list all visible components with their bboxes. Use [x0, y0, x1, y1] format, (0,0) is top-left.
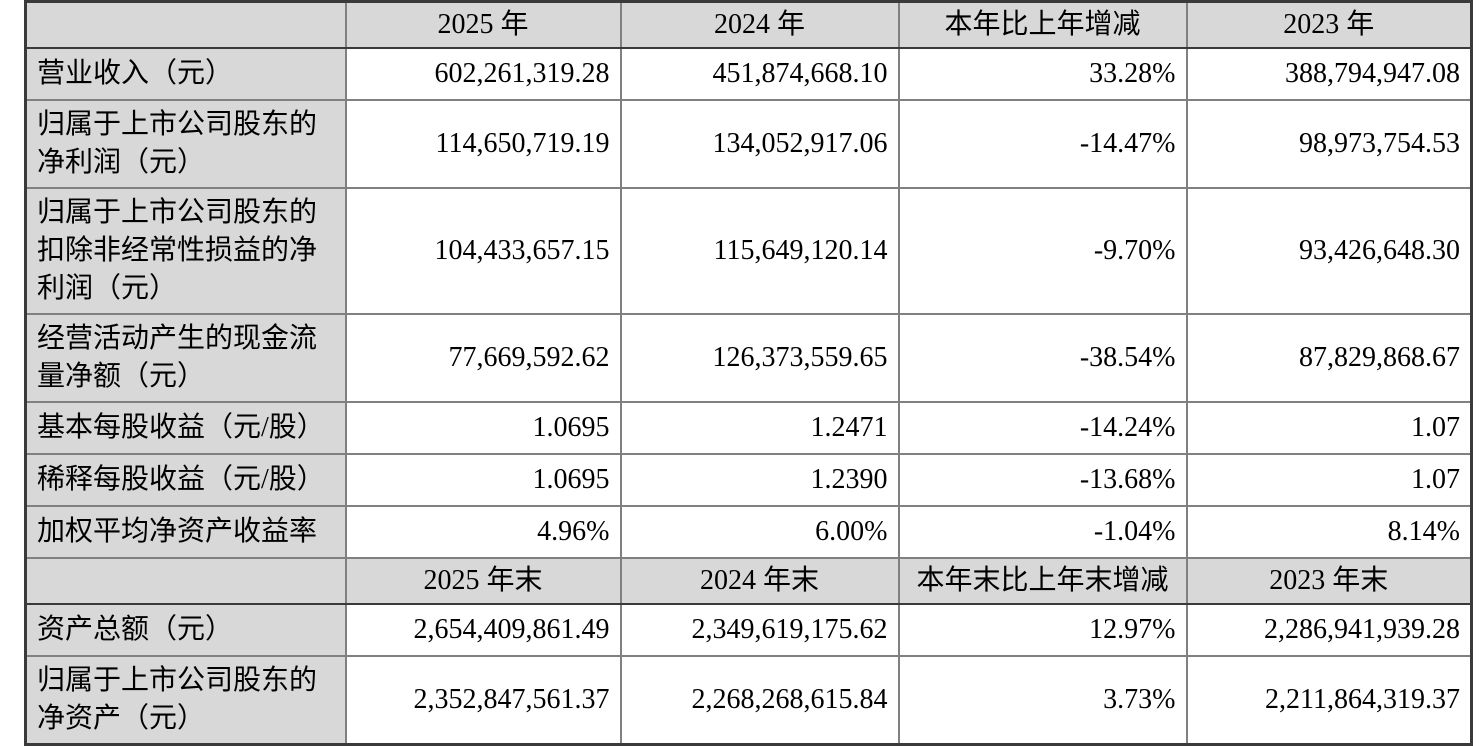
cell-value: 115,649,120.14	[619, 187, 900, 315]
cell-value: 602,261,319.28	[344, 47, 622, 101]
cell-value: 104,433,657.15	[344, 187, 622, 315]
period-header-row: 2025 年 2024 年本年比上年增减 2023 年	[24, 0, 1473, 49]
table-row: 资产总额（元） 2,654,409,861.49 2,349,619,175.62 1…	[24, 603, 1473, 657]
row-label: 营业收入（元）	[24, 47, 347, 101]
cell-value: 1.2471	[619, 401, 900, 455]
row-label: 资产总额（元）	[24, 603, 347, 657]
period-column-header: 2023 年末	[1185, 557, 1473, 605]
table-row: 归属于上市公司股东的扣除非经常性损益的净利润（元） 104,433,657.15 1…	[24, 187, 1473, 315]
cell-value: 134,052,917.06	[619, 99, 900, 189]
table-row: 归属于上市公司股东的净利润（元） 114,650,719.19 134,052,91…	[24, 99, 1473, 189]
cell-value: -13.68%	[897, 453, 1188, 507]
cell-value: 2,654,409,861.49	[344, 603, 622, 657]
cell-value: 2,349,619,175.62	[619, 603, 900, 657]
period-column-header: 2024 年	[619, 0, 900, 49]
cell-value: 93,426,648.30	[1185, 187, 1473, 315]
cell-value: 12.97%	[897, 603, 1188, 657]
cell-value: 1.0695	[344, 453, 622, 507]
cell-value: 114,650,719.19	[344, 99, 622, 189]
row-label: 归属于上市公司股东的净资产（元）	[24, 655, 347, 746]
period-column-header: 本年末比上年末增减	[897, 557, 1188, 605]
row-label: 稀释每股收益（元/股）	[24, 453, 347, 507]
cell-value: 1.07	[1185, 401, 1473, 455]
period-header-empty-cell	[24, 0, 347, 49]
cell-value: 2,268,268,615.84	[619, 655, 900, 746]
cell-value: 98,973,754.53	[1185, 99, 1473, 189]
cell-value: 77,669,592.62	[344, 313, 622, 403]
cell-value: 2,352,847,561.37	[344, 655, 622, 746]
row-label: 加权平均净资产收益率	[24, 505, 347, 559]
cell-value: 3.73%	[897, 655, 1188, 746]
cell-value: 33.28%	[897, 47, 1188, 101]
cell-value: 1.2390	[619, 453, 900, 507]
period-column-header: 2025 年	[344, 0, 622, 49]
cell-value: 6.00%	[619, 505, 900, 559]
financial-summary: 2025 年 2024 年本年比上年增减 2023 年营业收入（元） 602,261,…	[24, 0, 1473, 746]
cell-value: 4.96%	[344, 505, 622, 559]
cell-value: 451,874,668.10	[619, 47, 900, 101]
cell-value: -14.47%	[897, 99, 1188, 189]
row-label: 经营活动产生的现金流量净额（元）	[24, 313, 347, 403]
period-column-header: 2024 年末	[619, 557, 900, 605]
row-label: 归属于上市公司股东的净利润（元）	[24, 99, 347, 189]
period-column-header: 本年比上年增减	[897, 0, 1188, 49]
row-label: 基本每股收益（元/股）	[24, 401, 347, 455]
cell-value: 2,286,941,939.28	[1185, 603, 1473, 657]
cell-value: -1.04%	[897, 505, 1188, 559]
row-label: 归属于上市公司股东的扣除非经常性损益的净利润（元）	[24, 187, 347, 315]
table-row: 稀释每股收益（元/股） 1.0695 1.2390 -13.68% 1.07	[24, 453, 1473, 507]
cell-value: 2,211,864,319.37	[1185, 655, 1473, 746]
period-header-row: 2025 年末 2024 年末 本年末比上年末增减 2023 年末	[24, 557, 1473, 605]
cell-value: -14.24%	[897, 401, 1188, 455]
period-header-empty-cell	[24, 557, 347, 605]
cell-value: -9.70%	[897, 187, 1188, 315]
table-row: 归属于上市公司股东的净资产（元） 2,352,847,561.37 2,268,26…	[24, 655, 1473, 746]
period-column-header: 2023 年	[1185, 0, 1473, 49]
cell-value: 126,373,559.65	[619, 313, 900, 403]
table-row: 经营活动产生的现金流量净额（元） 77,669,592.62 126,373,559…	[24, 313, 1473, 403]
table-row: 营业收入（元） 602,261,319.28 451,874,668.10 33.28…	[24, 47, 1473, 101]
cell-value: 87,829,868.67	[1185, 313, 1473, 403]
table-row: 加权平均净资产收益率 4.96% 6.00% -1.04% 8.14%	[24, 505, 1473, 559]
cell-value: 8.14%	[1185, 505, 1473, 559]
cell-value: 1.0695	[344, 401, 622, 455]
table-row: 基本每股收益（元/股） 1.0695 1.2471 -14.24% 1.07	[24, 401, 1473, 455]
cell-value: 388,794,947.08	[1185, 47, 1473, 101]
financial-summary-table: 2025 年 2024 年本年比上年增减 2023 年营业收入（元） 602,261,…	[24, 0, 1473, 746]
period-column-header: 2025 年末	[344, 557, 622, 605]
cell-value: -38.54%	[897, 313, 1188, 403]
cell-value: 1.07	[1185, 453, 1473, 507]
